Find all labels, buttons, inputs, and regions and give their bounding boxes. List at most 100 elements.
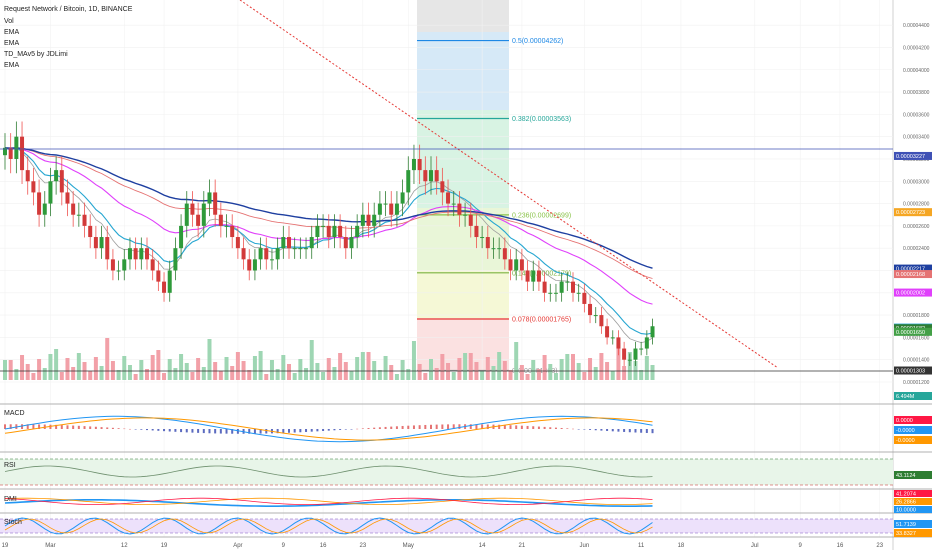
- macd-hist-bar: [60, 425, 63, 429]
- dmi-panel[interactable]: [4, 497, 653, 508]
- macd-tag-label: -0.0000: [896, 438, 915, 444]
- rsi-tag: [894, 471, 932, 479]
- macd-hist-bar: [83, 426, 86, 429]
- candle-body: [394, 203, 399, 215]
- price-tag-label: 0.00002723: [896, 210, 925, 216]
- volume-bar: [389, 365, 394, 380]
- macd-hist-bar: [72, 425, 75, 429]
- volume-bar: [241, 361, 246, 380]
- macd-hist-bar: [356, 428, 359, 430]
- candle-body: [167, 270, 172, 293]
- candle-body: [275, 248, 280, 260]
- volume-bar: [451, 372, 456, 380]
- volume-bar: [468, 353, 473, 380]
- price-tick-label: 0.00004200: [903, 45, 930, 51]
- candle-body: [201, 203, 206, 226]
- time-axis[interactable]: 19 Mar 12 19 Apr 9 16 23 May 14 21 Jun 11 18 Jul 9 16 23: [2, 543, 884, 549]
- macd-hist-bar: [390, 426, 393, 429]
- macd-hist-bar: [407, 425, 410, 429]
- legend-ema-1[interactable]: EMA: [4, 29, 20, 36]
- candle-body: [616, 337, 621, 349]
- volume-bar: [639, 370, 644, 380]
- legend-ema-3[interactable]: EMA: [4, 62, 20, 69]
- candle-body: [332, 225, 337, 238]
- rsi-label[interactable]: RSI: [4, 462, 16, 469]
- descending-trendline[interactable]: [239, 0, 779, 369]
- fib-label: 0.236(0.00002699): [512, 212, 571, 219]
- macd-hist-bar: [219, 429, 222, 434]
- candle-body: [304, 248, 309, 250]
- volume-bar: [162, 373, 167, 380]
- legend-vol[interactable]: Vol: [4, 18, 14, 25]
- candle-body: [173, 248, 178, 271]
- macd-hist-bar: [367, 428, 370, 429]
- candle-body: [605, 326, 610, 338]
- volume-bar: [338, 353, 343, 380]
- volume-bar: [59, 372, 64, 380]
- macd-hist-bar: [339, 429, 342, 430]
- price-tick-label: 0.00003400: [903, 135, 930, 141]
- volume-bar: [37, 359, 42, 380]
- macd-hist-bar: [441, 424, 444, 429]
- volume-bar: [627, 352, 632, 380]
- macd-hist-bar: [418, 425, 421, 429]
- macd-hist-bar: [554, 427, 557, 429]
- candle-body: [71, 203, 76, 215]
- candle-body: [252, 259, 257, 271]
- volume-bar: [48, 354, 53, 380]
- stoch-label[interactable]: Stoch: [4, 519, 22, 526]
- macd-panel[interactable]: [4, 415, 654, 443]
- macd-hist-bar: [191, 429, 194, 433]
- macd-hist-bar: [157, 429, 160, 431]
- volume-bar: [377, 370, 382, 380]
- candle-body: [576, 292, 581, 294]
- macd-hist-bar: [430, 424, 432, 429]
- candle-body: [150, 259, 155, 271]
- legend-ema-2[interactable]: EMA: [4, 40, 20, 47]
- candle-body: [639, 348, 644, 350]
- candle-body: [451, 203, 456, 205]
- macd-label[interactable]: MACD: [4, 410, 25, 417]
- macd-hist-bar: [117, 428, 120, 429]
- price-tag-label: 0.00002217: [896, 267, 925, 273]
- dmi-label[interactable]: DMI: [4, 496, 17, 503]
- legend-td-mav5[interactable]: TD_MAv5 by JDLimi: [4, 51, 68, 58]
- macd-hist-bar: [361, 428, 364, 429]
- volume-bar: [31, 373, 36, 380]
- candle-body: [298, 248, 303, 250]
- stoch-band: [0, 519, 893, 533]
- candle-body: [321, 225, 326, 227]
- candle-body: [548, 292, 553, 294]
- macd-hist-bar: [560, 427, 563, 429]
- macd-hist-bar: [435, 424, 438, 429]
- stoch-tag-label: 51.7139: [896, 522, 916, 528]
- volume-bar: [127, 365, 132, 380]
- dmi-tag: [894, 490, 932, 497]
- macd-hist-bar: [151, 429, 154, 431]
- price-tick-label: 0.00004400: [903, 23, 930, 29]
- macd-hist-bar: [469, 424, 472, 429]
- candle-body: [292, 248, 297, 250]
- volume-bar: [145, 369, 149, 380]
- time-tick-label: May: [403, 543, 414, 549]
- volume-bar: [218, 371, 223, 380]
- candle-body: [281, 237, 286, 249]
- stoch-panel[interactable]: [0, 517, 893, 535]
- macd-hist-bar: [163, 429, 166, 432]
- chart-title: Request Network / Bitcoin, 1D, BINANCE: [4, 6, 133, 13]
- candle-body: [514, 259, 519, 271]
- chart-legend: Request Network / Bitcoin, 1D, BINANCE V…: [4, 6, 133, 69]
- candle-body: [440, 181, 445, 193]
- candle-body: [389, 203, 394, 215]
- candle-body: [42, 203, 47, 215]
- candle-body: [48, 181, 53, 204]
- candle-body: [650, 326, 655, 338]
- volume-bar: [480, 371, 485, 380]
- volume-bar: [76, 353, 81, 380]
- macd-hist-bar: [38, 424, 41, 429]
- volume-tag-label: 6.494M: [896, 394, 915, 400]
- rsi-panel[interactable]: [0, 458, 893, 486]
- candle-body: [179, 225, 184, 249]
- macd-hist-bar: [543, 426, 546, 429]
